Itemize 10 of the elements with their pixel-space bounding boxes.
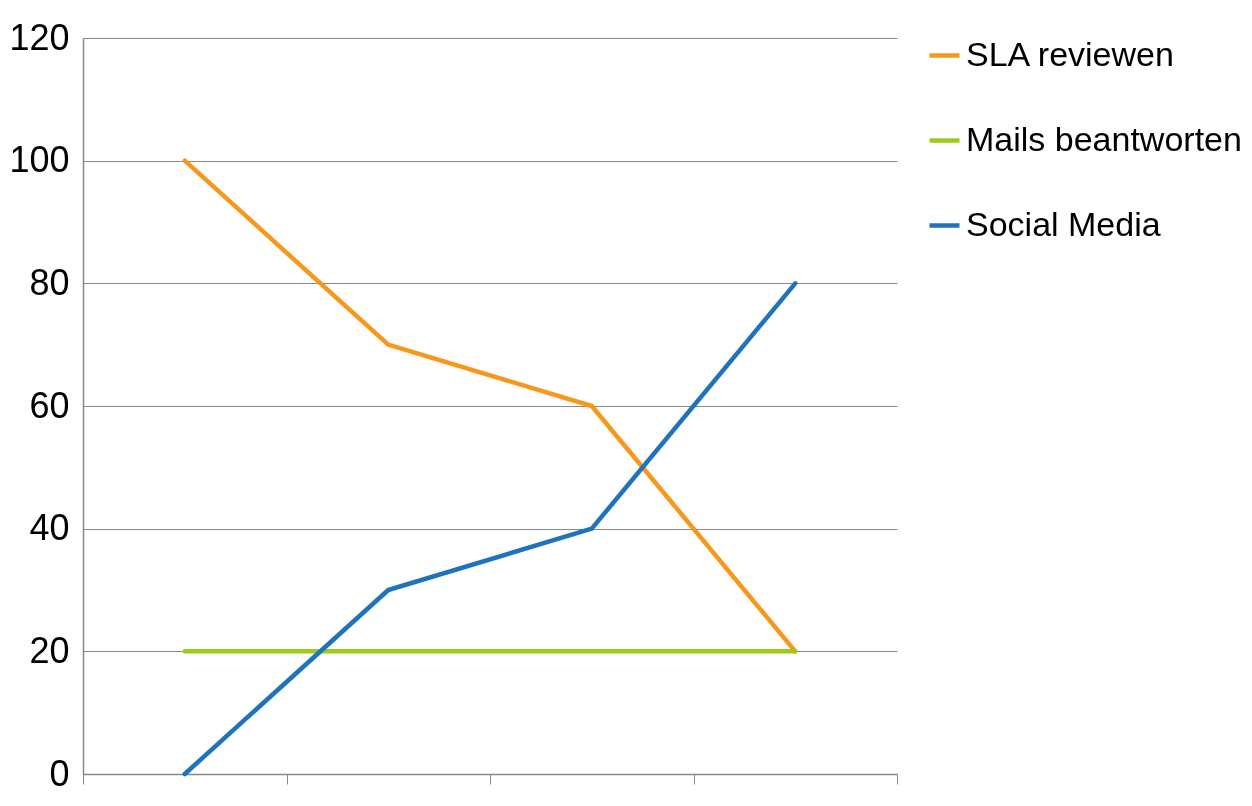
y-tick-label: 100: [9, 139, 70, 181]
y-tick-label: 20: [29, 629, 70, 671]
legend-label: Social Media: [966, 204, 1161, 243]
legend-label: SLA reviewen: [966, 34, 1174, 73]
y-tick-label: 80: [29, 261, 70, 303]
y-tick-label: 40: [29, 507, 70, 549]
y-tick-label: 0: [49, 752, 70, 794]
y-tick-label: 120: [9, 16, 70, 58]
y-tick-label: 60: [29, 384, 70, 426]
legend-label: Mails beantworten: [966, 119, 1242, 158]
